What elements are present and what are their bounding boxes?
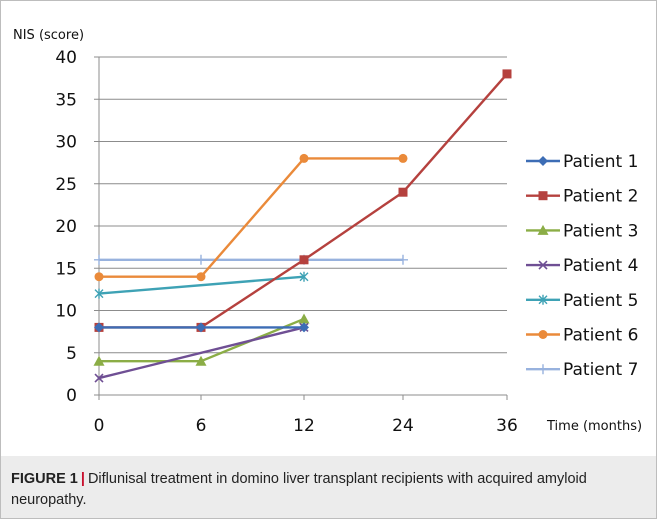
point-patient-2-24 [398, 187, 408, 197]
y-tick-label-30: 30 [55, 133, 77, 153]
y-tick-label-20: 20 [55, 217, 77, 237]
x-tick-label-6: 6 [196, 416, 207, 436]
point-patient-7-6 [196, 254, 206, 265]
point-patient-1-0 [94, 322, 104, 333]
y-axis-label: NIS (score) [13, 28, 84, 43]
point-patient-3-0 [93, 355, 105, 366]
point-patient-2-12 [299, 255, 309, 265]
x-axis-label: Time (months) [546, 419, 642, 434]
y-tick-label-35: 35 [55, 90, 77, 110]
legend-label-patient-7: Patient 7 [563, 360, 638, 380]
point-patient-6-0 [94, 272, 104, 282]
point-patient-6-12 [299, 153, 309, 163]
point-patient-6-24 [398, 153, 408, 163]
line-patient-4 [98, 326, 305, 380]
line-patient-5 [98, 275, 305, 295]
y-tick-label-10: 10 [55, 302, 77, 322]
series-patient-7 [94, 254, 408, 265]
point-patient-5-12 [299, 271, 309, 282]
point-patient-5-0 [94, 288, 104, 299]
legend: Patient 1 Patient 2 Patient 3 Patient 4 Pati… [526, 152, 638, 380]
legend-marker-patient-3 [537, 224, 549, 235]
legend-label-patient-1: Patient 1 [563, 152, 638, 172]
series-patient-4 [94, 322, 309, 383]
series-layer [93, 69, 512, 383]
point-patient-7-0 [94, 254, 104, 265]
figure-caption: FIGURE 1 | Diflunisal treatment in domino … [11, 469, 641, 511]
line-patient-6 [99, 157, 403, 278]
legend-marker-patient-1 [538, 156, 548, 166]
point-patient-6-6 [196, 272, 206, 282]
series-patient-3 [93, 313, 310, 366]
legend-marker-patient-7 [538, 364, 548, 375]
legend-entry-patient-7: Patient 7 [526, 360, 638, 380]
series-patient-6 [94, 153, 408, 282]
y-tick-label-0: 0 [66, 386, 77, 406]
legend-entry-patient-1: Patient 1 [526, 152, 638, 172]
tick-labels: 0 5 10 15 20 25 30 35 40 0 6 12 24 36 [55, 48, 517, 436]
legend-entry-patient-4: Patient 4 [526, 256, 638, 276]
point-patient-1-6 [196, 322, 206, 333]
legend-label-patient-4: Patient 4 [563, 256, 638, 276]
series-patient-5 [94, 271, 309, 299]
x-tick-label-24: 24 [392, 416, 414, 436]
point-patient-3-12 [298, 313, 310, 324]
axes [94, 56, 508, 400]
legend-marker-patient-6 [538, 330, 548, 339]
legend-marker-patient-5 [538, 294, 548, 305]
legend-label-patient-2: Patient 2 [563, 187, 638, 207]
grid-lines [99, 56, 507, 354]
series-patient-2 [94, 69, 512, 332]
line-chart: 0 5 10 15 20 25 30 35 40 0 6 12 24 36 NIS (score) Tim… [13, 28, 642, 436]
x-tick-label-0: 0 [94, 416, 105, 436]
y-tick-label-25: 25 [55, 175, 77, 195]
caption-band [1, 456, 656, 518]
point-patient-7-24 [398, 254, 408, 265]
x-tick-label-36: 36 [496, 416, 518, 436]
series-patient-1 [94, 322, 309, 333]
point-patient-2-36 [502, 69, 512, 79]
point-patient-1-12 [299, 322, 309, 333]
y-tick-label-5: 5 [66, 344, 77, 364]
legend-entry-patient-3: Patient 3 [526, 221, 638, 241]
caption-label: FIGURE 1 [11, 471, 78, 487]
caption-text: Diflunisal treatment in domino liver tra… [11, 471, 587, 508]
caption-separator: | [80, 471, 85, 487]
legend-marker-patient-2 [538, 191, 548, 201]
y-tick-label-40: 40 [55, 48, 77, 68]
legend-entry-patient-6: Patient 6 [526, 326, 638, 346]
point-patient-4-0 [94, 373, 104, 383]
legend-entry-patient-2: Patient 2 [526, 187, 638, 207]
y-tick-label-15: 15 [55, 259, 77, 279]
legend-entry-patient-5: Patient 5 [526, 291, 638, 311]
point-patient-3-6 [195, 355, 207, 366]
legend-label-patient-5: Patient 5 [563, 291, 638, 311]
x-tick-label-12: 12 [293, 416, 315, 436]
legend-label-patient-3: Patient 3 [563, 221, 638, 241]
legend-label-patient-6: Patient 6 [563, 326, 638, 346]
legend-marker-patient-4 [538, 260, 548, 270]
